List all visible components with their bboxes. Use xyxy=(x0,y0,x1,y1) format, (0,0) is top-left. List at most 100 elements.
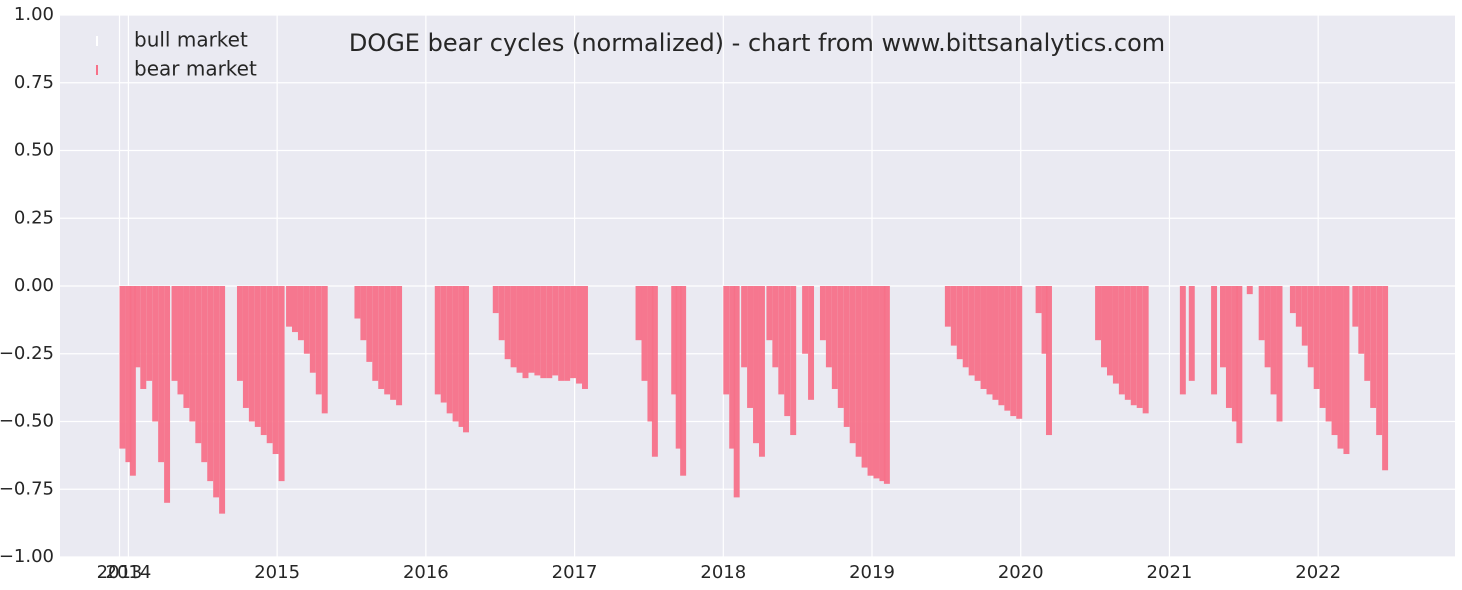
bar xyxy=(498,286,505,341)
bar xyxy=(849,286,856,444)
bar xyxy=(242,286,249,408)
bar xyxy=(1289,286,1296,314)
bar xyxy=(956,286,963,360)
bar xyxy=(758,286,765,457)
bar xyxy=(278,286,285,482)
x-tick-label: 2016 xyxy=(403,562,449,583)
bar xyxy=(534,286,541,376)
bar xyxy=(873,286,880,479)
bar xyxy=(158,286,165,463)
bar xyxy=(855,286,862,457)
bar xyxy=(164,286,171,503)
bar xyxy=(390,286,397,400)
bar xyxy=(372,286,379,381)
bar xyxy=(297,286,304,341)
y-tick-label: 0.00 xyxy=(14,275,54,296)
bar xyxy=(321,286,328,414)
bar xyxy=(171,286,178,381)
bar xyxy=(723,286,730,395)
bar xyxy=(1331,286,1338,436)
bar xyxy=(802,286,809,354)
y-tick-label: −1.00 xyxy=(0,546,54,567)
x-tick-label: 2017 xyxy=(552,562,598,583)
bar xyxy=(1118,286,1125,395)
bar xyxy=(790,286,797,436)
bar xyxy=(134,286,141,368)
bar xyxy=(651,286,658,457)
x-tick-label: 2013 xyxy=(97,562,143,583)
legend-swatch xyxy=(96,65,98,75)
bar xyxy=(440,286,447,403)
bar xyxy=(452,286,459,422)
bar xyxy=(492,286,499,314)
bar xyxy=(522,286,529,379)
bar xyxy=(266,286,273,444)
bar xyxy=(784,286,791,417)
bar xyxy=(129,286,136,476)
bar xyxy=(1142,286,1149,414)
bar xyxy=(540,286,547,379)
bar xyxy=(753,286,759,444)
bar xyxy=(1220,286,1226,368)
bar xyxy=(546,286,553,379)
y-tick-label: 0.75 xyxy=(14,72,54,93)
bar xyxy=(1101,286,1107,368)
bar xyxy=(254,286,261,427)
bar xyxy=(213,286,220,498)
bar xyxy=(1370,286,1377,408)
bar xyxy=(635,286,642,341)
bar xyxy=(140,286,147,389)
bar xyxy=(272,286,279,455)
bar xyxy=(831,286,838,389)
bar xyxy=(986,286,993,395)
bar xyxy=(446,286,453,414)
bar xyxy=(303,286,310,354)
bar xyxy=(861,286,868,468)
bar xyxy=(146,286,153,381)
bar xyxy=(968,286,975,376)
bar xyxy=(1136,286,1143,408)
bar xyxy=(119,286,126,449)
bar xyxy=(1376,286,1383,436)
bar xyxy=(552,286,559,376)
x-tick-label: 2022 xyxy=(1295,562,1341,583)
bar xyxy=(378,286,385,389)
bar xyxy=(1258,286,1265,341)
bar xyxy=(125,286,132,463)
y-tick-label: −0.50 xyxy=(0,411,54,432)
bar xyxy=(292,286,298,333)
bar xyxy=(641,286,648,381)
x-tick-label: 2014 xyxy=(106,562,152,583)
legend-swatch xyxy=(96,36,98,46)
bar xyxy=(248,286,255,422)
bar xyxy=(1035,286,1042,314)
bar xyxy=(1124,286,1131,400)
bar xyxy=(867,286,874,476)
bar xyxy=(729,286,736,449)
bar xyxy=(309,286,316,373)
bar xyxy=(463,286,469,433)
bar xyxy=(1095,286,1102,341)
bar xyxy=(1046,286,1052,436)
bar xyxy=(980,286,987,389)
bar xyxy=(647,286,654,422)
bar xyxy=(1112,286,1119,384)
bar xyxy=(1358,286,1365,354)
legend-label: bear market xyxy=(134,57,257,81)
legend-label: bull market xyxy=(134,28,248,52)
bar xyxy=(1010,286,1017,417)
x-tick-label: 2015 xyxy=(254,562,300,583)
x-tick-label: 2021 xyxy=(1147,562,1193,583)
bar xyxy=(1343,286,1350,455)
bar xyxy=(236,286,243,381)
bar xyxy=(1319,286,1326,408)
bar xyxy=(962,286,969,368)
bar xyxy=(396,286,403,406)
bar xyxy=(1106,286,1113,376)
bar xyxy=(1130,286,1137,406)
x-tick-label: 2020 xyxy=(998,562,1044,583)
bar xyxy=(510,286,517,368)
bar xyxy=(1041,286,1048,354)
y-tick-label: 0.50 xyxy=(14,140,54,161)
